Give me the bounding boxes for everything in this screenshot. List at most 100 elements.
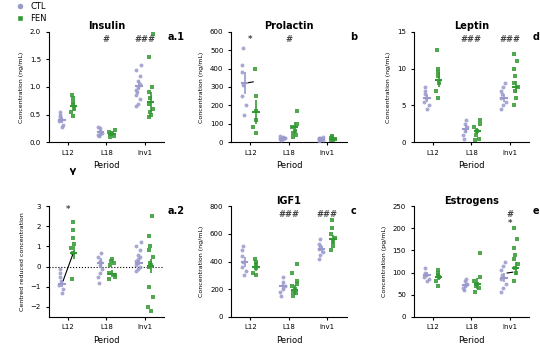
Point xyxy=(510,252,519,258)
Point xyxy=(497,88,506,93)
Point xyxy=(328,137,337,142)
Point xyxy=(108,256,117,261)
Point xyxy=(242,102,251,108)
Point xyxy=(315,244,324,249)
Point xyxy=(512,58,521,64)
Point xyxy=(278,279,287,285)
Point xyxy=(510,51,518,57)
Point xyxy=(433,66,442,71)
Point xyxy=(93,132,102,138)
Point xyxy=(55,112,64,117)
Point xyxy=(57,290,66,296)
Point xyxy=(132,93,140,98)
Point xyxy=(109,260,118,265)
Y-axis label: Concentration (pg/mL): Concentration (pg/mL) xyxy=(382,226,387,297)
Point xyxy=(476,274,484,280)
X-axis label: Period: Period xyxy=(275,336,302,345)
Point xyxy=(327,231,335,237)
Point xyxy=(105,270,113,275)
Point xyxy=(319,249,327,255)
Point xyxy=(498,92,507,97)
Point xyxy=(498,84,507,90)
Point xyxy=(314,137,323,142)
Point xyxy=(277,293,286,299)
Point xyxy=(69,250,78,255)
Point xyxy=(279,134,287,140)
Point xyxy=(56,274,64,279)
Point xyxy=(431,88,440,93)
Point xyxy=(109,133,118,138)
Y-axis label: Concentration (ng/mL): Concentration (ng/mL) xyxy=(199,51,205,122)
Point xyxy=(146,262,155,268)
Point xyxy=(57,278,65,283)
Point xyxy=(137,240,146,245)
Point xyxy=(278,135,287,140)
Point xyxy=(279,274,287,279)
Point xyxy=(110,127,119,133)
Point xyxy=(240,112,248,117)
Point xyxy=(147,308,156,314)
Point xyxy=(319,137,327,143)
Point xyxy=(327,248,336,253)
Point xyxy=(422,106,431,112)
Title: Estrogens: Estrogens xyxy=(444,195,499,206)
Point xyxy=(497,268,506,273)
Point xyxy=(327,133,336,139)
Point xyxy=(145,114,153,120)
Point xyxy=(59,286,68,291)
Point xyxy=(501,99,510,105)
Point xyxy=(252,117,261,123)
Point xyxy=(68,276,76,282)
X-axis label: Period: Period xyxy=(93,161,120,170)
Point xyxy=(55,270,64,275)
Point xyxy=(238,45,247,51)
Point xyxy=(289,289,298,295)
Point xyxy=(136,96,145,102)
Point xyxy=(314,135,323,141)
Point xyxy=(68,93,76,98)
Point xyxy=(510,102,518,108)
Point xyxy=(96,128,104,134)
Point xyxy=(133,101,142,106)
Point xyxy=(238,62,246,68)
Point xyxy=(424,276,433,282)
Point xyxy=(476,121,484,127)
Point xyxy=(66,109,75,115)
Point xyxy=(498,102,507,108)
Point xyxy=(94,133,103,138)
Point xyxy=(501,259,510,264)
Text: b: b xyxy=(350,32,357,42)
Point xyxy=(331,136,340,142)
Point xyxy=(293,121,301,127)
Point xyxy=(96,250,105,255)
Point xyxy=(132,262,140,268)
Point xyxy=(287,125,296,130)
Point xyxy=(460,136,468,141)
Y-axis label: Concentration (ng/mL): Concentration (ng/mL) xyxy=(19,51,24,122)
Point xyxy=(57,117,65,123)
Title: Insulin: Insulin xyxy=(87,21,125,31)
Point xyxy=(316,252,325,257)
Point xyxy=(328,239,337,245)
Text: ###: ### xyxy=(461,35,482,44)
Point xyxy=(144,101,153,106)
Point xyxy=(132,68,141,73)
Point xyxy=(433,47,441,53)
Point xyxy=(510,73,519,79)
Point xyxy=(422,279,431,284)
Point xyxy=(435,274,443,280)
Point xyxy=(470,279,478,284)
Point xyxy=(511,95,520,101)
X-axis label: Period: Period xyxy=(275,161,302,170)
Point xyxy=(132,87,140,93)
Point xyxy=(132,268,140,274)
Point xyxy=(132,103,140,109)
Point xyxy=(473,128,482,134)
Point xyxy=(497,276,505,282)
Point xyxy=(498,263,507,269)
Title: Leptin: Leptin xyxy=(454,21,489,31)
Point xyxy=(133,78,142,84)
Point xyxy=(510,226,518,231)
Point xyxy=(69,102,78,107)
Point xyxy=(475,250,484,256)
